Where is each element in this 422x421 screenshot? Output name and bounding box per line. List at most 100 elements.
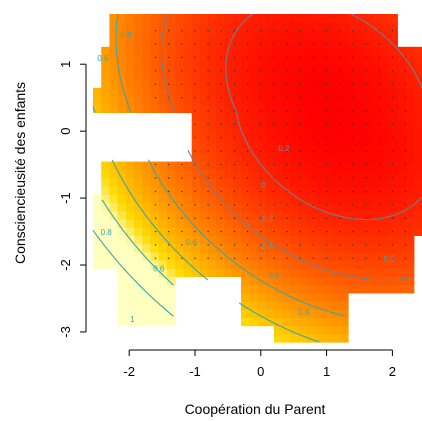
heat-cell [183,46,193,56]
sample-point [207,257,209,259]
heat-cell [241,276,250,286]
sample-point [378,110,380,112]
heat-cell [290,284,300,294]
heat-cell [323,268,333,277]
heat-cell [339,243,349,253]
heat-cell [273,63,283,72]
heat-cell [389,46,398,56]
heat-cell [306,210,316,220]
sample-point [352,83,354,86]
heat-cell [389,38,398,48]
heat-cell [199,120,209,130]
heat-cell [265,292,275,302]
sample-point [260,177,262,179]
heat-cell [356,161,366,171]
heat-cell [282,14,291,23]
heat-cell [241,309,250,318]
heat-cell [364,268,374,277]
heat-cell [232,219,242,228]
heat-cell [191,202,201,212]
heat-cell [232,79,242,89]
heat-cell [191,194,201,204]
heat-cell [158,14,168,23]
heat-cell [331,46,341,56]
heat-cell [331,161,341,171]
heat-cell [413,79,422,89]
heat-cell [249,112,259,122]
heat-cell [241,22,250,31]
y-tick-label: 1 [58,61,73,68]
heat-cell [208,243,217,253]
heat-cell [134,63,143,72]
heat-cell [93,104,102,113]
heat-cell [380,22,390,31]
sample-point [233,204,236,206]
heat-cell [117,22,127,31]
sample-point [220,97,222,99]
heat-cell [356,276,366,286]
heat-cell [257,55,267,64]
heat-cell [389,194,398,204]
heat-cell [167,186,176,195]
heat-cell [323,194,333,204]
heat-cell [216,243,226,253]
heat-cell [282,137,291,146]
heat-cell [364,63,374,72]
heat-cell [380,145,390,154]
heat-cell [257,202,267,212]
heat-cell [249,120,259,130]
contour-label: 0.8 [298,308,310,317]
heat-cell [273,169,283,179]
heat-cell [191,30,201,40]
heat-cell [282,251,291,261]
heat-cell [208,30,217,40]
heat-cell [249,186,259,195]
heat-cell [405,63,415,72]
sample-point [181,163,183,166]
heat-cell [117,210,127,220]
heat-cell [224,153,234,163]
heat-cell [265,243,275,253]
heat-cell [257,309,267,318]
sample-point [168,257,170,259]
heat-cell [117,178,127,187]
heat-cell [290,243,300,253]
heat-cell [208,63,217,72]
heat-cell [298,202,308,212]
sample-point [220,190,222,193]
heat-cell [315,178,324,187]
heat-cell [273,87,283,97]
heat-cell [117,235,127,245]
sample-point [207,190,209,193]
sample-point [181,56,183,59]
heat-cell [216,38,226,48]
heat-cell [380,46,390,56]
heat-cell [191,63,201,72]
heat-cell [405,178,415,187]
heat-cell [199,79,209,89]
heat-cell [232,63,242,72]
sample-point [312,230,315,233]
heat-cell [282,153,291,163]
heat-cell [134,276,143,286]
sample-point [154,97,157,99]
heat-cell [117,202,127,212]
heat-cell [175,219,185,228]
heat-cell [150,63,160,72]
heat-cell [306,309,316,318]
heat-cell [142,260,152,269]
heat-cell [315,251,324,261]
sample-point [325,137,328,139]
sample-point [246,217,249,219]
heat-cell [323,46,333,56]
heat-cell [331,178,341,187]
heat-cell [265,210,275,220]
sample-point [312,177,315,179]
heat-cell [315,38,324,48]
sample-point [246,230,249,233]
heat-cell [380,14,390,23]
heat-cell [265,14,275,23]
heat-cell [306,87,316,97]
sample-point [194,244,196,246]
heat-cell [397,120,407,130]
